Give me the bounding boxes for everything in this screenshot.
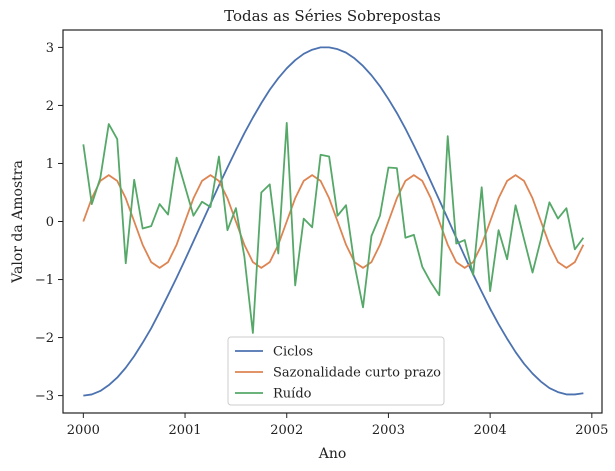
y-tick-label: −2 [35,331,54,346]
legend-box [227,336,445,406]
legend-entry: Ruído [273,387,312,402]
x-tick-label: 2005 [575,423,608,438]
series-line-1 [82,174,585,269]
chart-title: Todas as Séries Sobrepostas [224,7,441,25]
legend-entry: Ciclos [273,345,313,360]
legend: Ciclos Sazonalidade curto prazo Ruído [227,336,445,406]
y-tick-label: 0 [46,215,54,230]
x-axis-label: Ano [318,446,347,462]
y-tick-label: −1 [35,273,54,288]
y-axis: −3 −2 −1 0 1 2 3 [35,41,63,404]
series-line-2 [82,121,585,334]
y-tick-label: 3 [46,41,54,56]
plot-lines [82,46,585,397]
legend-entry: Sazonalidade curto prazo [273,366,441,381]
x-tick-label: 2000 [67,423,100,438]
x-tick-label: 2003 [372,423,405,438]
y-axis-label: Valor da Amostra [10,160,26,284]
x-axis: 2000 2001 2002 2003 2004 2005 [67,413,608,438]
series-line-0 [83,46,584,397]
y-tick-label: −3 [35,389,54,404]
x-tick-label: 2002 [270,423,303,438]
x-tick-label: 2001 [168,423,201,438]
y-tick-label: 1 [46,157,54,172]
y-tick-label: 2 [46,99,54,114]
x-tick-label: 2004 [474,423,507,438]
